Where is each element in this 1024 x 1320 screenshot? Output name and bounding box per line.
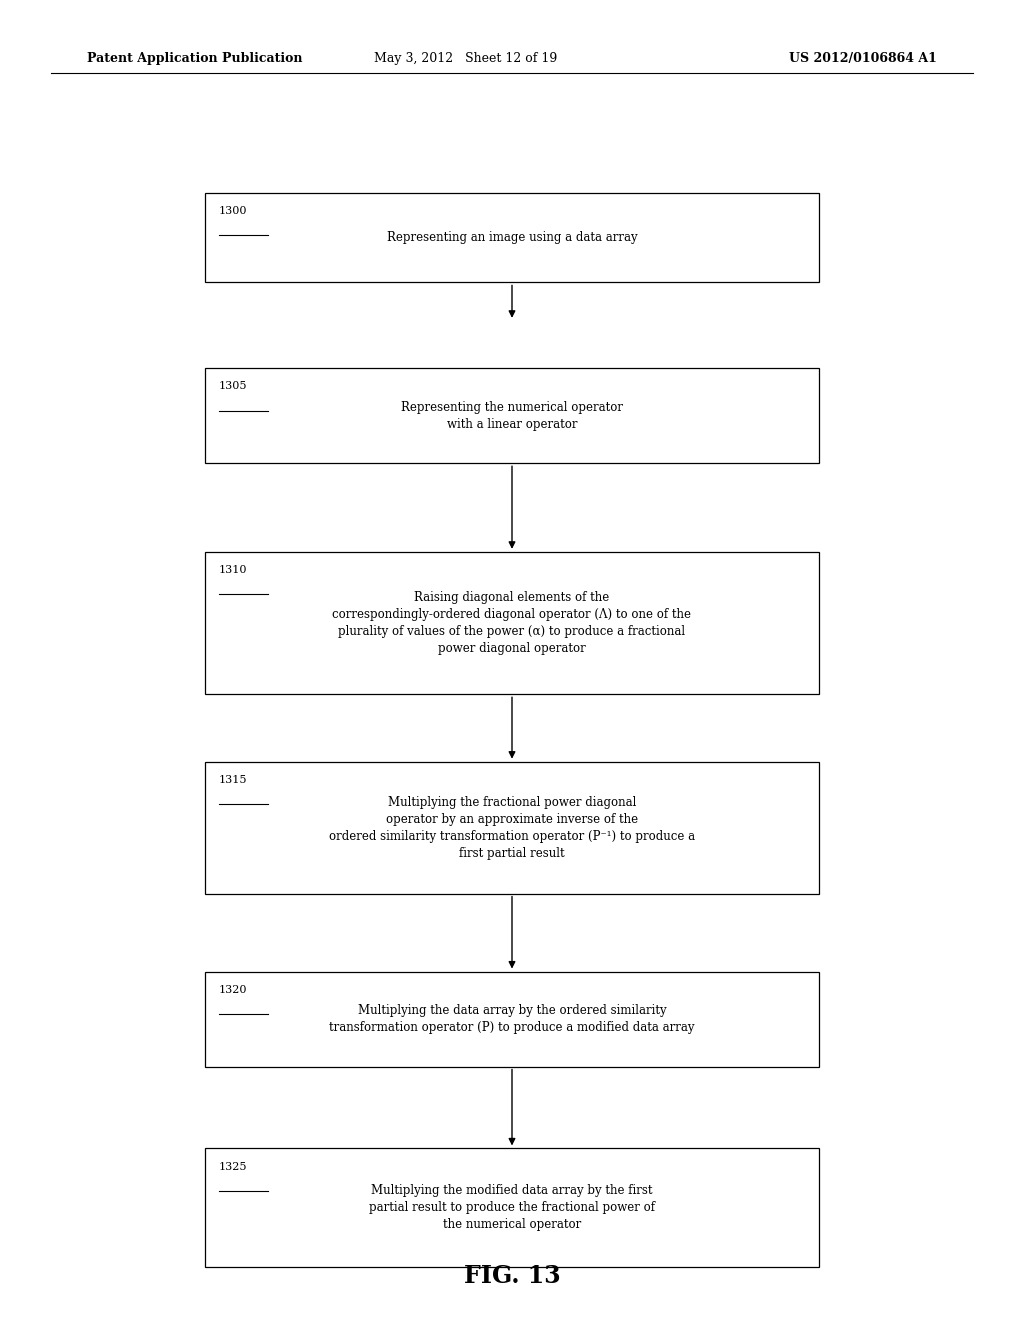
- Text: Representing an image using a data array: Representing an image using a data array: [387, 231, 637, 244]
- Text: Multiplying the data array by the ordered similarity
transformation operator (P): Multiplying the data array by the ordere…: [330, 1005, 694, 1034]
- Text: May 3, 2012   Sheet 12 of 19: May 3, 2012 Sheet 12 of 19: [375, 51, 557, 65]
- Bar: [205, 552, 819, 694]
- Bar: [205, 193, 819, 282]
- Text: 1325: 1325: [219, 1162, 248, 1172]
- Text: 1320: 1320: [219, 985, 248, 995]
- Text: Raising diagonal elements of the
correspondingly-ordered diagonal operator (Λ) t: Raising diagonal elements of the corresp…: [333, 591, 691, 655]
- Text: US 2012/0106864 A1: US 2012/0106864 A1: [790, 51, 937, 65]
- Text: Multiplying the fractional power diagonal
operator by an approximate inverse of : Multiplying the fractional power diagona…: [329, 796, 695, 859]
- Bar: [205, 762, 819, 894]
- Text: 1310: 1310: [219, 565, 248, 576]
- Bar: [205, 1148, 819, 1267]
- Bar: [205, 368, 819, 463]
- Text: Patent Application Publication: Patent Application Publication: [87, 51, 302, 65]
- Text: 1300: 1300: [219, 206, 248, 216]
- Bar: [205, 972, 819, 1067]
- Text: FIG. 13: FIG. 13: [464, 1265, 560, 1288]
- Text: Multiplying the modified data array by the first
partial result to produce the f: Multiplying the modified data array by t…: [369, 1184, 655, 1232]
- Text: Representing the numerical operator
with a linear operator: Representing the numerical operator with…: [401, 401, 623, 430]
- Text: 1315: 1315: [219, 775, 248, 785]
- Text: 1305: 1305: [219, 381, 248, 392]
